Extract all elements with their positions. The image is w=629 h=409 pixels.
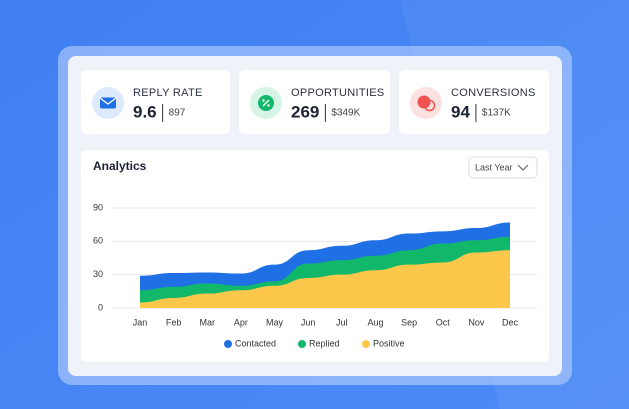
stat-card bbox=[399, 70, 549, 134]
stat-value: 9.6 bbox=[133, 102, 157, 121]
legend-label: Contacted bbox=[235, 338, 276, 348]
dropdown-arrow bbox=[517, 164, 529, 171]
stat-value: 269 bbox=[291, 102, 319, 121]
icon bbox=[423, 99, 436, 112]
x-tick-label: Aug bbox=[367, 317, 383, 327]
stat-sub: $137K bbox=[482, 108, 511, 119]
filter-label: Last Year bbox=[475, 162, 513, 172]
chart-title: Analytics bbox=[93, 159, 147, 173]
legend-dot bbox=[362, 340, 370, 348]
x-tick-label: Apr bbox=[234, 317, 248, 327]
legend-label: Positive bbox=[373, 338, 405, 348]
stat-label: OPPORTUNITIES bbox=[291, 87, 385, 99]
icon bbox=[417, 95, 431, 109]
x-tick-label: Mar bbox=[200, 317, 216, 327]
y-tick-label: 90 bbox=[93, 202, 103, 212]
x-tick-label: Jan bbox=[133, 317, 148, 327]
icon bbox=[267, 104, 270, 107]
icon bbox=[262, 99, 270, 107]
stat-label: CONVERSIONS bbox=[451, 87, 536, 99]
area bbox=[140, 250, 510, 308]
x-tick-label: Feb bbox=[166, 317, 182, 327]
stat-label: REPLY RATE bbox=[133, 87, 203, 99]
x-tick-label: Sep bbox=[401, 317, 417, 327]
y-tick-label: 30 bbox=[93, 269, 103, 279]
legend-dot bbox=[224, 340, 232, 348]
y-tick-label: 60 bbox=[93, 236, 103, 246]
icon bbox=[262, 99, 265, 102]
x-tick-label: May bbox=[266, 317, 284, 327]
stat-value: 94 bbox=[451, 102, 470, 121]
x-tick-label: Jun bbox=[301, 317, 316, 327]
chart: 0 30 60 90 Jan Feb Mar Apr May Jun Jul Aug Sep Oct Nov… bbox=[93, 202, 537, 348]
cards: REPLY RATE 9.6 897 OPPORTUNITIES 269 $349K CON… bbox=[81, 70, 549, 134]
stat-sub: 897 bbox=[169, 108, 186, 119]
legend-dot bbox=[298, 340, 306, 348]
stat-card bbox=[81, 70, 230, 134]
x-tick-label: Nov bbox=[468, 317, 485, 327]
legend-label: Replied bbox=[309, 338, 340, 348]
x-tick-label: Dec bbox=[502, 317, 519, 327]
stat-sub: $349K bbox=[331, 108, 360, 119]
icon bbox=[99, 97, 117, 105]
filter-dropdown[interactable] bbox=[468, 156, 538, 179]
y-tick-label: 0 bbox=[98, 302, 103, 312]
stat-card bbox=[239, 70, 390, 134]
x-tick-label: Oct bbox=[436, 317, 451, 327]
x-tick-label: Jul bbox=[336, 317, 348, 327]
